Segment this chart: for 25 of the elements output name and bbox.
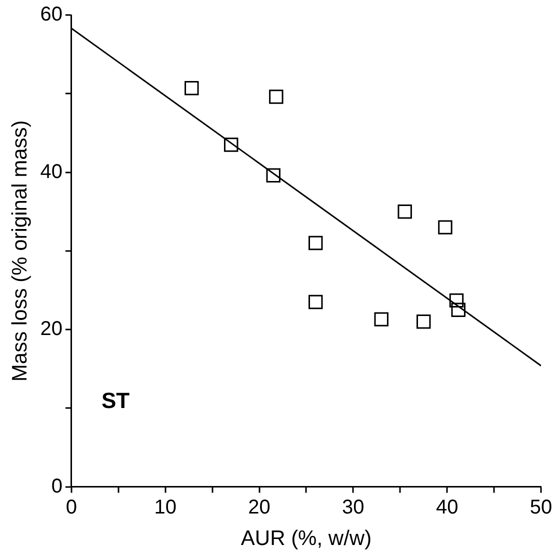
point: [308, 236, 323, 250]
y-tick-label: 60: [40, 4, 62, 26]
y-tick-label: 40: [40, 160, 62, 183]
point: [308, 294, 323, 310]
point: [449, 293, 464, 308]
point: [398, 204, 412, 219]
x-tick-label: 20: [248, 496, 270, 518]
point: [184, 81, 199, 96]
y-tick-label: 0: [51, 475, 62, 498]
point: [416, 314, 431, 329]
point: [266, 168, 280, 183]
point: [374, 312, 388, 326]
x-tick-label: 0: [66, 496, 78, 518]
x-tick-label: 40: [436, 496, 458, 518]
point: [224, 138, 238, 152]
x-tick-label: 30: [342, 496, 364, 518]
y-tick-label: 20: [40, 318, 62, 340]
point: [451, 302, 466, 317]
x-tick-label: 10: [154, 496, 176, 518]
annotation: ST: [101, 388, 130, 413]
y-axis-title: Mass loss (% original mass): [8, 120, 32, 382]
point: [438, 220, 452, 234]
point: [269, 90, 284, 104]
x-axis-title: AUR (%, w/w): [240, 527, 372, 550]
x-tick-label: 50: [530, 496, 552, 518]
